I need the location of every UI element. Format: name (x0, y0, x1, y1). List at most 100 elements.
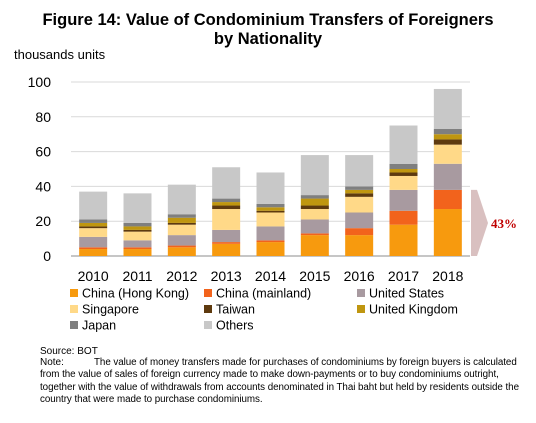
bar-segment (167, 235, 196, 246)
bar-segment (345, 235, 374, 256)
bar-segment (389, 175, 418, 190)
bar-segment (300, 209, 329, 220)
bar-segment (433, 128, 462, 135)
bar-segment (79, 247, 108, 250)
bar-segment (212, 198, 241, 203)
bar-segment (79, 219, 108, 223)
bar-segment (212, 209, 241, 230)
bar-segment (345, 193, 374, 197)
bar-segment (123, 229, 152, 232)
legend-swatch (357, 305, 365, 313)
legend-swatch (204, 305, 212, 313)
bar-segment (345, 155, 374, 187)
x-tick-label: 2015 (299, 268, 330, 284)
source-note: Source: BOT (40, 346, 98, 357)
bar-segment (389, 210, 418, 225)
bar-segment (389, 224, 418, 256)
bar-segment (300, 235, 329, 256)
x-tick-label: 2013 (211, 268, 242, 284)
bar-segment (212, 167, 241, 199)
bar-segment (167, 224, 196, 236)
bar-segment (256, 207, 285, 211)
legend-swatch (70, 321, 78, 329)
bar-segment (256, 240, 285, 243)
bar-segment (345, 186, 374, 190)
bar-segment (79, 249, 108, 256)
bar-segment (123, 240, 152, 248)
bar-segment (79, 228, 108, 237)
bar-segment (300, 195, 329, 199)
bar-segment (123, 249, 152, 256)
bar-segment (167, 184, 196, 215)
bar-segment (300, 219, 329, 234)
legend-label: United Kingdom (369, 303, 458, 317)
legend-label: Others (216, 319, 254, 333)
x-tick-label: 2018 (432, 268, 463, 284)
note-label: Note: (40, 357, 64, 368)
bar-segment (300, 205, 329, 210)
bar-segment (433, 144, 462, 164)
legend-label: China (mainland) (216, 287, 311, 301)
x-tick-label: 2016 (344, 268, 375, 284)
legend-swatch (204, 289, 212, 297)
bar-segment (433, 139, 462, 145)
x-tick-labels: 2010 2011 2012 2013 2014 2015 2016 2017 2018 (78, 268, 464, 284)
y-axis-unit-label: thousands units (14, 47, 106, 62)
bar-segment (389, 163, 418, 169)
bar-segment (167, 217, 196, 223)
legend-swatch (357, 289, 365, 297)
bar-segment (389, 125, 418, 164)
bar-segment (256, 212, 285, 227)
bar-segment (433, 163, 462, 190)
bar-segment (212, 205, 241, 210)
x-tick-label: 2011 (122, 268, 152, 284)
bar-segment (167, 222, 196, 225)
bar-segment (345, 228, 374, 236)
x-tick-label: 2017 (388, 268, 419, 284)
bar-segment (389, 189, 418, 211)
bar-segment (79, 222, 108, 227)
x-tick-label: 2010 (78, 268, 109, 284)
x-tick-label: 2014 (255, 268, 286, 284)
annotation-arrow (471, 189, 488, 256)
bar-segment (123, 222, 152, 227)
chart-title-line-2: by Nationality (213, 30, 323, 48)
bar-segment (212, 229, 241, 243)
legend-label: China (Hong Kong) (82, 287, 189, 301)
bar-segment (167, 245, 196, 248)
legend-swatch (70, 305, 78, 313)
legend-swatch (204, 321, 212, 329)
y-tick-labels: 0 20 40 60 80 100 (28, 74, 52, 264)
x-tick-label: 2012 (166, 268, 197, 284)
bar-segment (256, 242, 285, 256)
bar-segment (300, 233, 329, 236)
y-tick-label: 20 (35, 213, 51, 229)
bar-segment (389, 169, 418, 173)
y-tick-label: 80 (35, 109, 51, 125)
bar-segment (123, 226, 152, 230)
bar-segment (433, 88, 462, 129)
bar-segment (167, 214, 196, 218)
bar-segment (212, 202, 241, 206)
legend-label: Singapore (82, 303, 139, 317)
legend-swatch (70, 289, 78, 297)
legend-label: Japan (82, 319, 116, 333)
bar-segment (433, 134, 462, 140)
bar-segment (79, 236, 108, 248)
chart-title-line-1: Figure 14: Value of Condominium Transfer… (42, 11, 494, 29)
bar-segment (79, 226, 108, 229)
bars (79, 88, 462, 256)
bar-segment (256, 203, 285, 208)
bar-segment (256, 210, 285, 213)
legend-label: Taiwan (216, 303, 255, 317)
legend-label: United States (369, 287, 444, 301)
bar-segment (433, 189, 462, 210)
bar-segment (345, 189, 374, 194)
bar-segment (212, 243, 241, 256)
bar-segment (389, 172, 418, 176)
bar-segment (79, 191, 108, 220)
bar-segment (123, 231, 152, 241)
bar-segment (300, 198, 329, 206)
